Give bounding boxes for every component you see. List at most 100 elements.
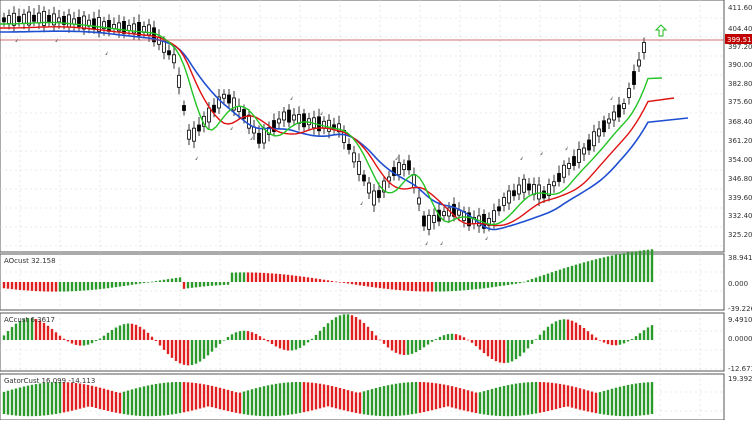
histogram-bar <box>558 269 562 282</box>
histogram-bar <box>354 316 358 340</box>
histogram-bar <box>594 259 598 282</box>
histogram-bar <box>246 390 250 400</box>
histogram-bar <box>142 282 146 283</box>
candle-body <box>527 183 531 191</box>
histogram-bar <box>114 400 118 413</box>
histogram-bar <box>382 400 386 417</box>
histogram-bar <box>238 392 242 400</box>
histogram-bar <box>314 400 318 410</box>
candle-body <box>337 123 341 133</box>
candle-body <box>357 160 361 175</box>
histogram-bar <box>582 327 586 340</box>
histogram-bar <box>510 384 514 400</box>
histogram-bar <box>42 382 46 400</box>
histogram-bar <box>70 400 74 411</box>
histogram-bar <box>146 282 150 283</box>
ao-indicator-pane[interactable]: AOcust 32.158 38.941 0.000 -39.226 <box>0 249 752 313</box>
fractal-marker <box>230 126 233 130</box>
histogram-bar <box>94 340 98 342</box>
histogram-bar <box>634 336 638 340</box>
candle-body <box>582 147 586 155</box>
candle-body <box>322 120 326 129</box>
histogram-bar <box>46 382 50 400</box>
histogram-bar <box>490 388 494 400</box>
histogram-bar <box>506 400 510 417</box>
histogram-bar <box>54 332 58 340</box>
histogram-bar <box>234 332 238 340</box>
histogram-bar <box>66 382 70 400</box>
histogram-bar <box>218 282 222 286</box>
histogram-bar <box>314 334 318 340</box>
histogram-bar <box>18 320 22 340</box>
histogram-bar <box>270 273 274 282</box>
histogram-bar <box>410 340 414 354</box>
histogram-bar <box>622 253 626 282</box>
histogram-bar <box>422 382 426 400</box>
candle-body <box>372 190 376 206</box>
candle-body <box>452 203 456 217</box>
histogram-bar <box>446 282 450 292</box>
histogram-bar <box>206 282 210 287</box>
histogram-bar <box>62 400 66 413</box>
histogram-bar <box>366 390 370 400</box>
histogram-bar <box>602 340 606 343</box>
histogram-bar <box>522 400 526 416</box>
histogram-bar <box>74 382 78 400</box>
histogram-bar <box>386 400 390 417</box>
histogram-bar <box>474 340 478 347</box>
histogram-bar <box>266 400 270 417</box>
histogram-bar <box>322 400 326 408</box>
histogram-bar <box>82 282 86 291</box>
candle-body <box>137 21 141 36</box>
histogram-bar <box>394 400 398 416</box>
ac-indicator-pane[interactable]: ACcust 6.3617 9.4910 0.0000 -12.6738 <box>0 312 752 373</box>
candle-body <box>12 12 16 26</box>
histogram-bar <box>510 282 514 285</box>
histogram-bar <box>434 339 438 340</box>
candle-body <box>637 59 641 67</box>
histogram-bar <box>350 315 354 340</box>
candle-body <box>192 127 196 142</box>
histogram-bar <box>82 384 86 400</box>
histogram-bar <box>338 315 342 340</box>
fractal-marker <box>425 241 428 245</box>
histogram-bar <box>362 282 366 286</box>
histogram-bar <box>546 382 550 400</box>
histogram-bar <box>326 323 330 340</box>
histogram-bar <box>194 400 198 410</box>
gator-indicator-pane[interactable]: GatorCust 16.099 -14.113 19.392 <box>0 373 752 421</box>
histogram-bar <box>362 322 366 340</box>
histogram-bar <box>30 318 34 340</box>
histogram-bar <box>110 390 114 400</box>
histogram-bar <box>494 282 498 287</box>
candle-body <box>367 182 371 194</box>
current-price-tag <box>725 34 752 44</box>
histogram-bar <box>30 282 34 291</box>
candle-body <box>17 16 21 22</box>
histogram-bar <box>110 400 114 412</box>
histogram-bar <box>94 282 98 290</box>
histogram-bar <box>262 272 266 282</box>
histogram-bar <box>410 382 414 400</box>
histogram-bar <box>402 400 406 416</box>
main-price-pane[interactable] <box>0 0 725 253</box>
histogram-bar <box>466 282 470 290</box>
histogram-bar <box>390 340 394 351</box>
histogram-bar <box>222 282 226 285</box>
histogram-bar <box>350 400 354 413</box>
histogram-bar <box>86 282 90 291</box>
histogram-bar <box>554 383 558 400</box>
histogram-bar <box>170 382 174 400</box>
histogram-bar <box>630 400 634 417</box>
histogram-bar <box>630 384 634 400</box>
histogram-bar <box>430 400 434 411</box>
histogram-bar <box>646 382 650 400</box>
histogram-bar <box>50 382 54 400</box>
histogram-bar <box>370 282 374 288</box>
histogram-bar <box>570 386 574 400</box>
histogram-bar <box>138 326 142 340</box>
histogram-bar <box>174 277 178 282</box>
histogram-bar <box>534 339 538 340</box>
